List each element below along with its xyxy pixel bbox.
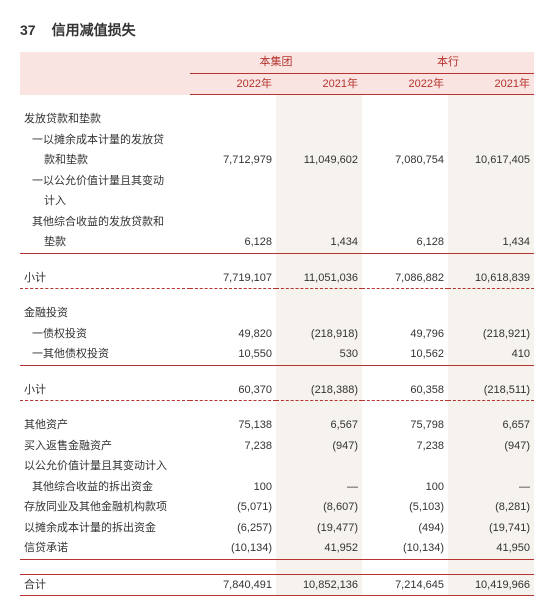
row-label: 一以公允价值计量且其变动 bbox=[20, 171, 190, 192]
total-label: 合计 bbox=[20, 574, 190, 596]
cell: (947) bbox=[448, 436, 534, 457]
row-label: 垫款 bbox=[20, 232, 190, 253]
cell: (6,257) bbox=[190, 518, 276, 539]
cell: 75,138 bbox=[190, 415, 276, 436]
section-title: 信用减值损失 bbox=[52, 20, 136, 40]
cell: 7,238 bbox=[362, 436, 448, 457]
col-group-2: 本行 bbox=[362, 52, 534, 73]
cell: (5,103) bbox=[362, 497, 448, 518]
row-label: 计入 bbox=[20, 191, 190, 212]
row-label: 其他综合收益的拆出资金 bbox=[20, 477, 190, 498]
cell: (8,281) bbox=[448, 497, 534, 518]
row-label: 发放贷款和垫款 bbox=[20, 109, 190, 130]
cell: 100 bbox=[362, 477, 448, 498]
cell: 7,840,491 bbox=[190, 574, 276, 596]
cell: 7,719,107 bbox=[190, 268, 276, 289]
row-label: 金融投资 bbox=[20, 303, 190, 324]
cell: 7,086,882 bbox=[362, 268, 448, 289]
row-label: 款和垫款 bbox=[20, 150, 190, 171]
col-year: 2022年 bbox=[362, 73, 448, 95]
cell: (218,511) bbox=[448, 380, 534, 401]
cell: 60,358 bbox=[362, 380, 448, 401]
cell: (218,918) bbox=[276, 324, 362, 345]
cell: 7,238 bbox=[190, 436, 276, 457]
subtotal-label: 小计 bbox=[20, 380, 190, 401]
cell: 10,852,136 bbox=[276, 574, 362, 596]
cell: 10,419,966 bbox=[448, 574, 534, 596]
cell: 49,820 bbox=[190, 324, 276, 345]
cell: 60,370 bbox=[190, 380, 276, 401]
cell: (10,134) bbox=[190, 538, 276, 559]
cell: 11,049,602 bbox=[276, 150, 362, 171]
cell: (494) bbox=[362, 518, 448, 539]
row-label: 以公允价值计量且其变动计入 bbox=[20, 456, 190, 477]
col-year: 2021年 bbox=[448, 73, 534, 95]
row-label: 一其他债权投资 bbox=[20, 344, 190, 365]
subtotal-label: 小计 bbox=[20, 268, 190, 289]
cell: 7,214,645 bbox=[362, 574, 448, 596]
cell: (19,477) bbox=[276, 518, 362, 539]
row-label: 以摊余成本计量的拆出资金 bbox=[20, 518, 190, 539]
cell: 530 bbox=[276, 344, 362, 365]
cell: 49,796 bbox=[362, 324, 448, 345]
cell: — bbox=[448, 477, 534, 498]
row-label: 买入返售金融资产 bbox=[20, 436, 190, 457]
cell: 7,712,979 bbox=[190, 150, 276, 171]
row-label: 一债权投资 bbox=[20, 324, 190, 345]
cell: 41,952 bbox=[276, 538, 362, 559]
cell: (19,741) bbox=[448, 518, 534, 539]
col-year: 2022年 bbox=[190, 73, 276, 95]
cell: 6,128 bbox=[190, 232, 276, 253]
row-label: 一以摊余成本计量的发放贷 bbox=[20, 130, 190, 151]
cell: 10,562 bbox=[362, 344, 448, 365]
cell: 7,080,754 bbox=[362, 150, 448, 171]
cell: (218,388) bbox=[276, 380, 362, 401]
credit-loss-table: 本集团 本行 2022年 2021年 2022年 2021年 发放贷款和垫款 一… bbox=[20, 52, 534, 596]
cell: 1,434 bbox=[276, 232, 362, 253]
row-label: 存放同业及其他金融机构款项 bbox=[20, 497, 190, 518]
cell: 6,128 bbox=[362, 232, 448, 253]
col-year: 2021年 bbox=[276, 73, 362, 95]
cell: 410 bbox=[448, 344, 534, 365]
cell: 6,567 bbox=[276, 415, 362, 436]
cell: 41,950 bbox=[448, 538, 534, 559]
cell: 10,618,839 bbox=[448, 268, 534, 289]
cell: (8,607) bbox=[276, 497, 362, 518]
cell: 6,657 bbox=[448, 415, 534, 436]
cell: (947) bbox=[276, 436, 362, 457]
cell: (218,921) bbox=[448, 324, 534, 345]
cell: (5,071) bbox=[190, 497, 276, 518]
cell: 75,798 bbox=[362, 415, 448, 436]
cell: 10,617,405 bbox=[448, 150, 534, 171]
section-number: 37 bbox=[20, 22, 36, 38]
cell: 100 bbox=[190, 477, 276, 498]
cell: 1,434 bbox=[448, 232, 534, 253]
row-label: 信贷承诺 bbox=[20, 538, 190, 559]
cell: — bbox=[276, 477, 362, 498]
cell: 11,051,036 bbox=[276, 268, 362, 289]
cell: 10,550 bbox=[190, 344, 276, 365]
cell: (10,134) bbox=[362, 538, 448, 559]
col-group-1: 本集团 bbox=[190, 52, 362, 73]
row-label: 其他综合收益的发放贷款和 bbox=[20, 212, 190, 233]
section-heading: 37 信用减值损失 bbox=[20, 20, 534, 40]
row-label: 其他资产 bbox=[20, 415, 190, 436]
